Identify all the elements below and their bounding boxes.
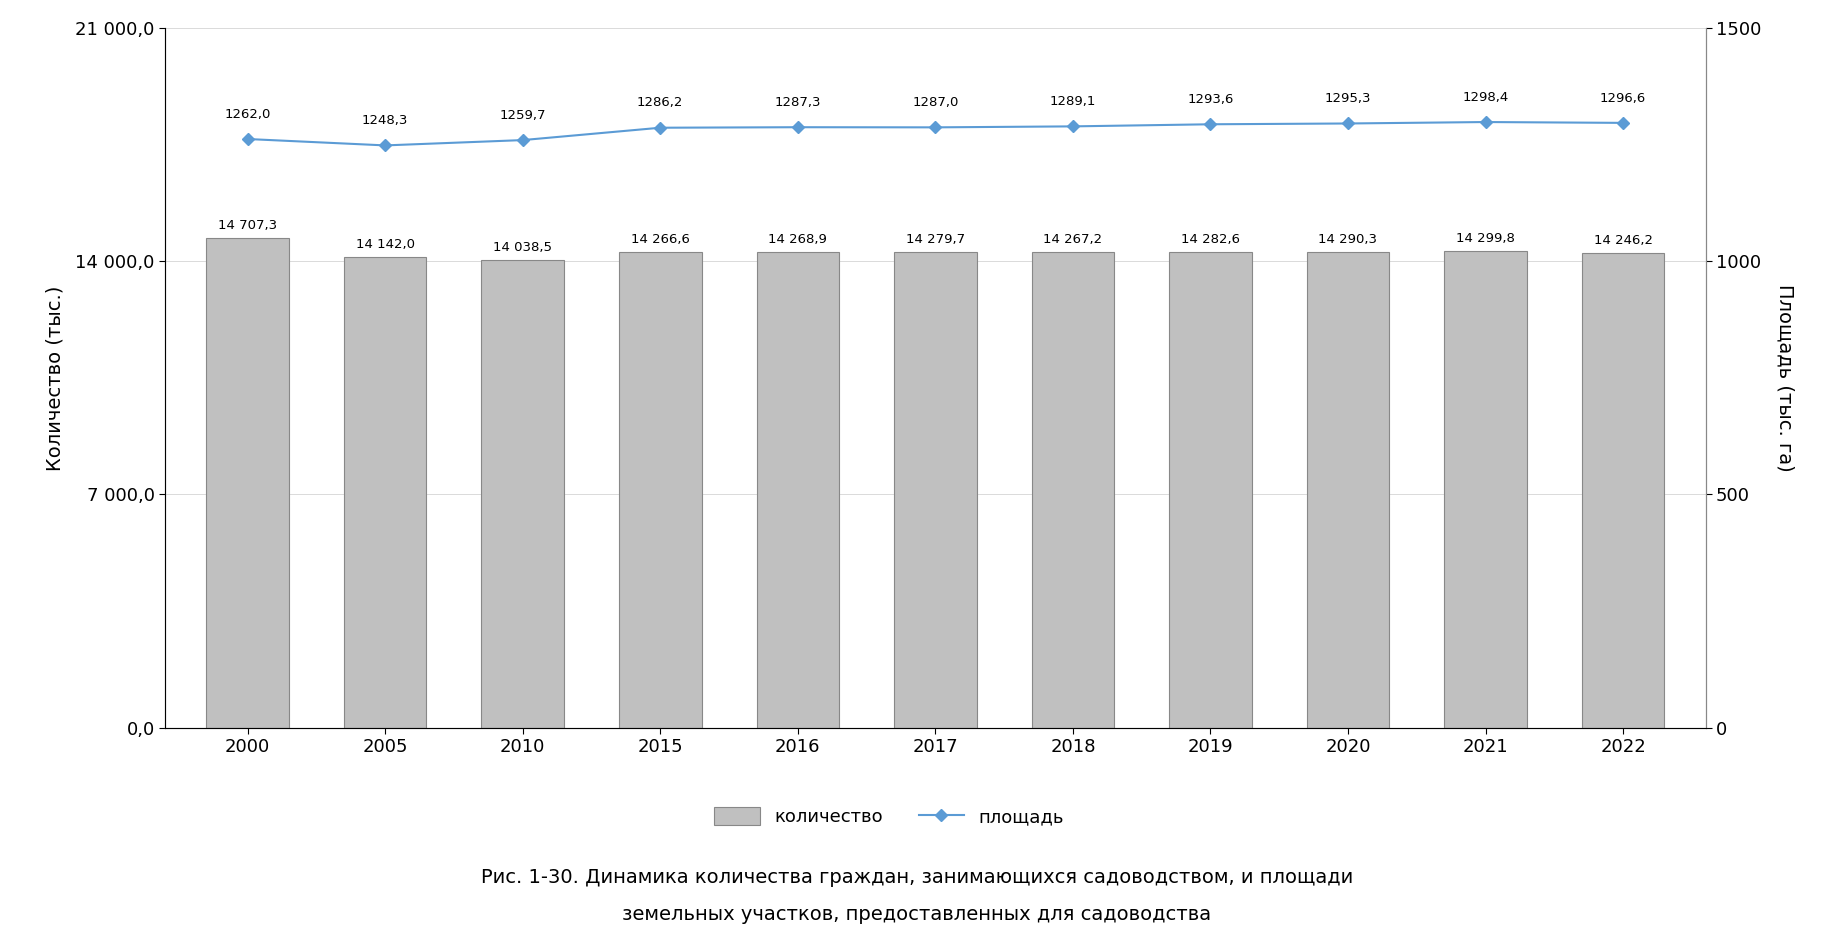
Text: 1298,4: 1298,4 [1462,91,1509,104]
Text: Рис. 1-30. Динамика количества граждан, занимающихся садоводством, и площади: Рис. 1-30. Динамика количества граждан, … [481,868,1353,886]
Bar [1031,252,1115,728]
Text: 14 268,9: 14 268,9 [768,233,827,246]
Bar [481,260,565,728]
Text: земельных участков, предоставленных для садоводства: земельных участков, предоставленных для … [622,905,1212,924]
Text: 14 267,2: 14 267,2 [1044,233,1102,246]
Bar [1308,252,1390,728]
Bar [205,238,290,728]
Text: 1248,3: 1248,3 [361,114,409,127]
Text: 1262,0: 1262,0 [224,107,271,120]
Text: 14 707,3: 14 707,3 [218,218,277,231]
Text: 1287,3: 1287,3 [774,96,822,109]
Text: 14 142,0: 14 142,0 [356,238,414,251]
Text: 14 299,8: 14 299,8 [1456,232,1515,245]
Legend: количество, площадь: количество, площадь [708,800,1071,833]
Text: 14 038,5: 14 038,5 [493,241,552,254]
Bar [1581,253,1665,728]
Bar [895,252,978,728]
Text: 1259,7: 1259,7 [499,109,547,122]
Text: 14 279,7: 14 279,7 [906,233,965,246]
Text: 1296,6: 1296,6 [1599,91,1647,104]
Text: 14 266,6: 14 266,6 [631,233,690,246]
Bar [1445,251,1526,728]
Y-axis label: Площадь (тыс. га): Площадь (тыс. га) [1775,284,1794,472]
Text: 1287,0: 1287,0 [911,96,959,109]
Y-axis label: Количество (тыс.): Количество (тыс.) [46,285,64,470]
Text: 14 290,3: 14 290,3 [1319,232,1377,245]
Bar [1170,252,1253,728]
Text: 1289,1: 1289,1 [1049,95,1097,108]
Text: 1293,6: 1293,6 [1187,93,1234,106]
Text: 14 246,2: 14 246,2 [1594,234,1652,247]
Text: 1286,2: 1286,2 [636,96,684,109]
Text: 14 282,6: 14 282,6 [1181,233,1240,245]
Bar [620,252,701,728]
Bar [757,252,840,728]
Text: 1295,3: 1295,3 [1324,92,1372,105]
Bar [345,257,425,728]
